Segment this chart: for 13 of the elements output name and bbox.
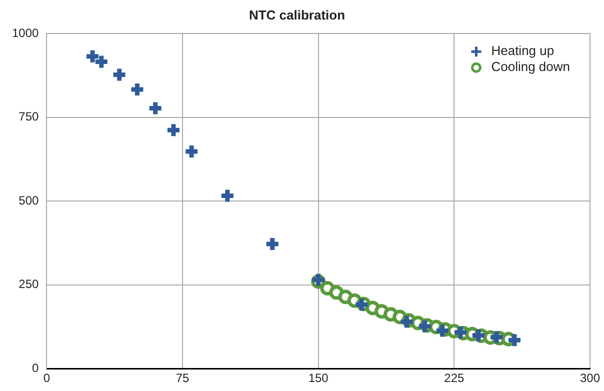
x-tick-label: 300 xyxy=(580,371,600,386)
chart-title: NTC calibration xyxy=(248,7,346,22)
x-tick-label: 0 xyxy=(43,371,50,386)
legend-label: Heating up xyxy=(491,43,554,58)
x-tick-label: 225 xyxy=(444,371,465,386)
y-tick-label: 250 xyxy=(18,277,40,292)
x-tick-label: 75 xyxy=(176,371,190,386)
y-tick-label: 0 xyxy=(32,360,40,375)
y-tick-label: 1000 xyxy=(12,26,40,40)
y-tick-label: 750 xyxy=(18,110,40,124)
y-tick-label: 500 xyxy=(18,193,40,208)
x-tick-label: 150 xyxy=(308,371,329,386)
legend-label: Cooling down xyxy=(491,59,570,74)
